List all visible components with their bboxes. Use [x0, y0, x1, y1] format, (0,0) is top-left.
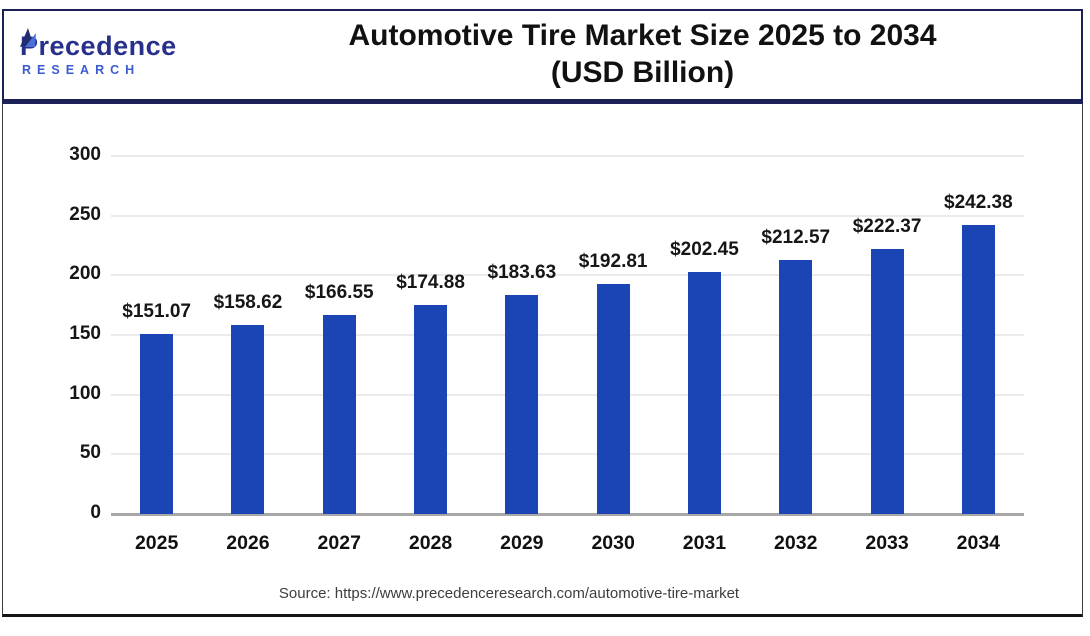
gridline	[111, 274, 1024, 277]
gridline	[111, 453, 1024, 456]
brand-subtitle: RESEARCH	[22, 63, 141, 77]
bar	[961, 224, 995, 514]
x-tick-label: 2029	[500, 532, 544, 554]
y-tick-label: 50	[79, 442, 101, 464]
page-frame: Precedence RESEARCH Automotive Tire Mark…	[2, 9, 1083, 622]
y-tick-label: 200	[69, 263, 101, 285]
brand-initial: P	[20, 28, 39, 60]
chart-title-line2: (USD Billion)	[550, 56, 735, 89]
bar	[505, 294, 539, 514]
x-tick-label: 2033	[865, 532, 909, 554]
header: Precedence RESEARCH Automotive Tire Mark…	[2, 9, 1083, 104]
bar-value-label: $183.63	[487, 261, 557, 283]
gridline	[111, 155, 1024, 157]
x-tick-label: 2026	[226, 532, 270, 554]
bar	[322, 315, 356, 514]
x-tick-label: 2027	[317, 532, 361, 554]
bar-value-label: $166.55	[304, 282, 374, 304]
bar-value-label: $158.62	[213, 291, 283, 313]
brand-logo: Precedence RESEARCH	[4, 28, 204, 77]
bar	[687, 272, 721, 514]
chart-title: Automotive Tire Market Size 2025 to 2034…	[204, 17, 1081, 93]
bar-value-label: $151.07	[122, 300, 191, 322]
gridline	[111, 393, 1024, 396]
y-tick-label: 0	[90, 502, 101, 523]
gridline	[111, 214, 1024, 217]
bar-value-label: $212.57	[761, 227, 831, 249]
chart-area: Source: https://www.precedenceresearch.c…	[2, 104, 1083, 617]
x-axis-line	[111, 513, 1024, 516]
bar	[414, 305, 448, 514]
x-tick-label: 2032	[774, 532, 818, 554]
x-tick-label: 2028	[408, 532, 453, 554]
bar	[870, 248, 904, 514]
y-tick-label: 250	[69, 203, 101, 225]
bar-value-label: $202.45	[670, 239, 739, 261]
bar	[140, 333, 174, 514]
bar	[596, 283, 630, 514]
chart-title-line1: Automotive Tire Market Size 2025 to 2034	[348, 19, 937, 52]
bar	[779, 260, 813, 514]
bar	[231, 324, 265, 514]
x-tick-label: 2034	[956, 532, 1001, 554]
y-tick-label: 100	[69, 382, 101, 404]
gridline	[111, 334, 1024, 336]
brand-name-rest: recedence	[38, 31, 177, 61]
y-tick-label: 150	[69, 323, 101, 344]
x-tick-label: 2025	[134, 532, 179, 554]
bar-value-label: $192.81	[578, 250, 648, 272]
bar-value-label: $174.88	[396, 272, 465, 294]
x-tick-label: 2031	[682, 532, 727, 554]
brand-name: Precedence	[20, 28, 204, 61]
bar-value-label: $242.38	[944, 191, 1013, 213]
x-tick-label: 2030	[591, 532, 635, 554]
brand-flag-icon	[20, 28, 36, 47]
source-text: Source: https://www.precedenceresearch.c…	[278, 585, 740, 602]
y-tick-label: 300	[69, 144, 101, 165]
bar-value-label: $222.37	[852, 215, 922, 237]
